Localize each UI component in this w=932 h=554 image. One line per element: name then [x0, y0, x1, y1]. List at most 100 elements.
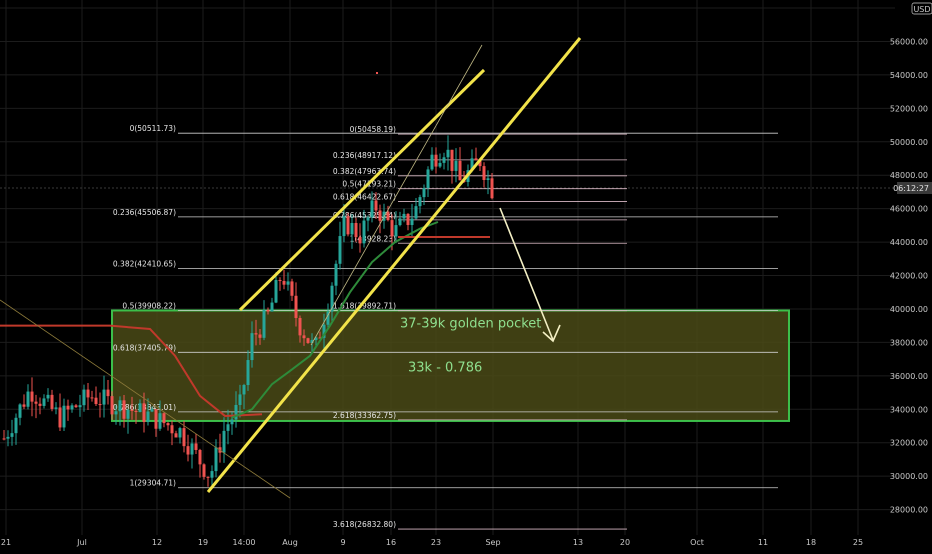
- moving-averages: [0, 221, 490, 419]
- date-tick: 13: [573, 538, 583, 547]
- candles: [2, 135, 494, 487]
- candle-body: [14, 417, 18, 434]
- date-tick: 21: [1, 538, 11, 547]
- fib-label-right: 1(43928.23): [350, 234, 396, 243]
- candle-body: [18, 404, 22, 418]
- candle-body: [250, 333, 254, 361]
- candle-body: [198, 449, 202, 465]
- zone-box: [111, 309, 790, 422]
- candle-body: [58, 407, 62, 428]
- time-axis-bg: [0, 535, 932, 550]
- candle-body: [126, 409, 130, 419]
- candle-body: [50, 394, 54, 409]
- currency-badge-label: USD: [913, 5, 930, 14]
- trend-line-down: [0, 299, 291, 499]
- date-tick: 14:00: [232, 538, 255, 547]
- golden-pocket-zone: 37-39k golden pocket 33k - 0.786: [111, 309, 790, 422]
- candle-body: [270, 302, 274, 312]
- candle-body: [386, 211, 390, 221]
- candle-body: [82, 389, 86, 406]
- candle-body: [98, 404, 102, 406]
- fib-label-left: 0(50511.73): [130, 124, 176, 133]
- date-tick: Oct: [690, 538, 704, 547]
- time-axis[interactable]: 21 Jul 12 19 14:00 Aug 9 16 23 Sep 13 20 Oct 11 18 25: [0, 535, 932, 550]
- date-tick: 23: [431, 538, 441, 547]
- date-tick: 19: [198, 538, 208, 547]
- price-tick: 28000.00: [890, 506, 928, 515]
- candle-body: [370, 200, 374, 218]
- candle-body: [426, 169, 430, 189]
- date-tick: 9: [340, 538, 345, 547]
- fib-label-left: 0.236(45506.87): [113, 208, 176, 217]
- candle-body: [182, 428, 186, 447]
- candle-body: [162, 413, 166, 424]
- price-tick: 44000.00: [890, 238, 928, 247]
- candle-body: [190, 443, 194, 455]
- fib-label-right: 0.382(47963.74): [333, 167, 396, 176]
- candle-body: [226, 424, 230, 431]
- price-tick: 30000.00: [890, 472, 928, 481]
- candle-body: [230, 419, 234, 425]
- candle-body: [330, 285, 334, 312]
- current-price-label: 06:12:27: [893, 184, 929, 193]
- candle-body: [130, 409, 134, 411]
- candle-body: [402, 213, 406, 219]
- candle-body: [142, 403, 146, 423]
- price-tick: 56000.00: [890, 37, 928, 46]
- date-tick: Jul: [76, 538, 87, 547]
- candle-body: [446, 149, 450, 158]
- date-tick: 11: [758, 538, 768, 547]
- candle-body: [246, 360, 250, 386]
- candle-body: [62, 405, 66, 428]
- fib-label-left: 0.382(42410.65): [113, 260, 176, 269]
- candle-body: [410, 218, 414, 225]
- candle-body: [46, 394, 50, 399]
- candle-body: [22, 404, 26, 407]
- candle-body: [306, 338, 310, 343]
- candle-body: [354, 223, 358, 238]
- candle-body: [74, 405, 78, 408]
- candle-body: [234, 404, 238, 420]
- candle-body: [482, 166, 486, 180]
- marker-dot: [376, 72, 378, 74]
- candle-body: [478, 160, 482, 167]
- candle-body: [110, 396, 114, 415]
- candle-body: [154, 409, 158, 429]
- candle-body: [54, 407, 58, 409]
- candle-body: [302, 335, 306, 339]
- candle-body: [322, 324, 326, 338]
- candle-body: [194, 443, 198, 450]
- candle-body: [122, 400, 126, 419]
- trend-line-thin: [310, 44, 483, 346]
- date-tick: 12: [152, 538, 162, 547]
- candle-body: [366, 217, 370, 221]
- fib-label-right: 3.618(26832.80): [333, 520, 396, 529]
- candle-body: [102, 389, 106, 405]
- candle-body: [10, 433, 14, 437]
- candle-body: [258, 334, 262, 338]
- price-tick: 48000.00: [890, 171, 928, 180]
- price-axis[interactable]: 56000.00 54000.00 52000.00 50000.00 48000.00…: [890, 0, 932, 550]
- candle-body: [70, 405, 74, 410]
- candle-body: [134, 410, 138, 412]
- candle-body: [350, 223, 354, 235]
- channel-lower: [206, 37, 582, 493]
- candle-body: [6, 436, 10, 439]
- candle-body: [150, 409, 154, 412]
- candle-body: [222, 430, 226, 453]
- channel-lines: [0, 37, 582, 499]
- candle-body: [34, 401, 38, 404]
- fib-label-left: 0.5(39908.22): [122, 301, 176, 310]
- candle-body: [430, 154, 434, 170]
- candle-body: [434, 154, 438, 167]
- candle-body: [314, 337, 318, 341]
- candle-body: [346, 216, 350, 235]
- candle-body: [66, 405, 70, 410]
- candle-body: [286, 281, 290, 285]
- candle-body: [158, 413, 162, 429]
- price-tick: 32000.00: [890, 439, 928, 448]
- candle-body: [294, 295, 298, 318]
- candle-body: [374, 200, 378, 211]
